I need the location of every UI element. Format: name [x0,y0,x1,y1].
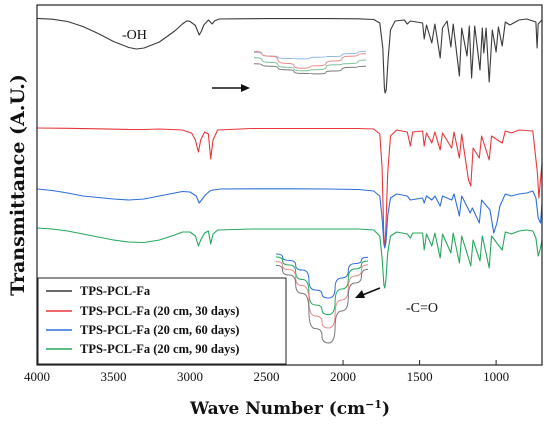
x-tick-label-1000: 1000 [483,369,509,384]
inset-co-curve-0 [275,253,369,299]
x-axis-label-main: Wave Number (cm [189,399,365,419]
series-line-2 [36,188,543,249]
legend-label-0: TPS-PCL-Fa [80,284,151,298]
x-tick-label-4000: 4000 [24,369,50,384]
inset-layer [253,50,369,344]
y-axis-label: Transmittance (A.U.) [7,74,29,296]
legend-label-1: TPS-PCL-Fa (20 cm, 30 days) [80,304,239,318]
arrow-to-oh-inset [212,84,250,92]
legend-item-1: TPS-PCL-Fa (20 cm, 30 days) [46,304,239,318]
annotation-oh: -OH [122,28,147,43]
legend: TPS-PCL-Fa TPS-PCL-Fa (20 cm, 30 days) T… [37,277,287,365]
annotation-co: -C=O [406,301,438,316]
x-tick-label-3000: 3000 [177,369,203,384]
x-axis-ticks: 4000 3500 3000 2500 2000 1500 1000 [24,360,509,384]
x-tick-label-1500: 1500 [407,369,433,384]
x-tick-label-2500: 2500 [254,369,280,384]
legend-label-3: TPS-PCL-Fa (20 cm, 90 days) [80,342,239,356]
series-line-3 [36,227,543,289]
inset-co-curve-1 [275,256,369,316]
legend-box [37,277,287,365]
legend-label-2: TPS-PCL-Fa (20 cm, 60 days) [80,323,239,337]
x-axis-label: Wave Number (cm−1) [189,398,390,420]
inset-oh-curve-3 [253,63,367,75]
inset-oh-curve-1 [253,50,367,69]
legend-item-3: TPS-PCL-Fa (20 cm, 90 days) [46,342,239,356]
inset-oh-curve-0 [253,50,367,60]
arrow-to-co-inset [355,287,381,298]
x-tick-label-3500: 3500 [101,369,127,384]
inset-oh-curve-2 [253,57,367,72]
series-layer [36,17,543,289]
x-axis-label-close: ) [382,399,390,419]
inset-co-curve-2 [275,261,369,329]
x-axis-label-exp: −1 [365,398,382,411]
series-line-0 [36,17,543,94]
inset-co-curve-3 [275,264,369,344]
series-line-1 [36,127,543,247]
legend-item-0: TPS-PCL-Fa [46,284,151,298]
plot-frame [36,4,543,366]
legend-item-2: TPS-PCL-Fa (20 cm, 60 days) [46,323,239,337]
x-tick-label-2000: 2000 [330,369,356,384]
